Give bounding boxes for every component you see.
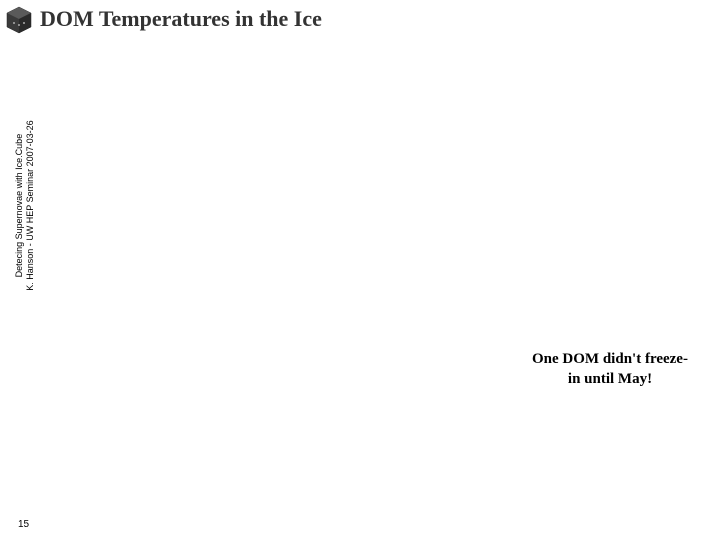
sidebar-credit: Detecing Supernovae with Ice.Cube K. Han… bbox=[14, 120, 36, 290]
page-title: DOM Temperatures in the Ice bbox=[40, 6, 322, 32]
page-number: 15 bbox=[18, 519, 29, 530]
icecube-logo bbox=[4, 5, 34, 35]
sidebar-line-2: K. Hanson - UW HEP Seminar 2007-03-26 bbox=[25, 120, 36, 290]
sidebar-line-1: Detecing Supernovae with Ice.Cube bbox=[14, 120, 25, 290]
callout-text: One DOM didn't freeze-in until May! bbox=[530, 350, 690, 389]
